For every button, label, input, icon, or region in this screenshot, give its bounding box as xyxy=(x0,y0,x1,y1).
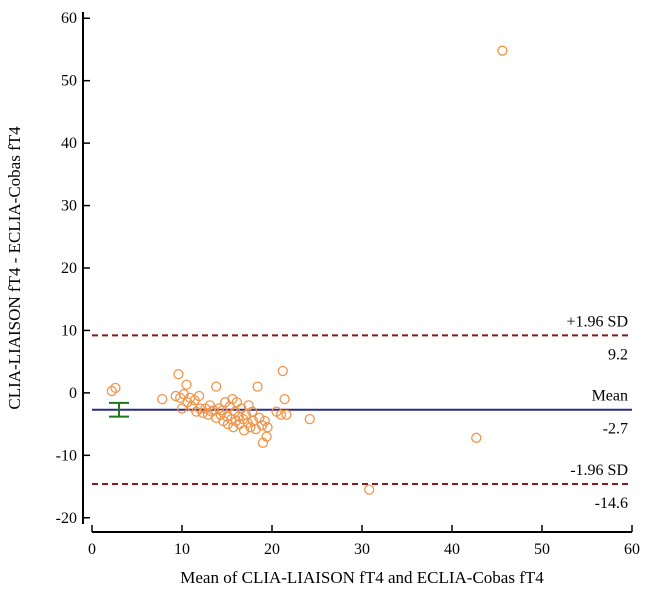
reference-lines: +1.96 SD 9.2 Mean -2.7 -1.96 SD -14.6 xyxy=(92,313,632,512)
data-point xyxy=(173,368,184,380)
data-point xyxy=(262,422,273,433)
data-point xyxy=(275,409,287,420)
y-axis: -20 -10 0 10 20 30 40 50 60 xyxy=(56,10,90,527)
data-point xyxy=(252,381,263,392)
x-tick-label: 10 xyxy=(174,541,190,558)
upper-loa-value: 9.2 xyxy=(608,346,628,363)
lower-loa-label: -1.96 SD xyxy=(570,462,628,479)
data-point xyxy=(304,413,315,425)
data-point xyxy=(228,422,239,433)
data-point xyxy=(497,45,508,56)
x-tick-label: 60 xyxy=(624,541,640,558)
mean-label: Mean xyxy=(592,388,628,405)
data-point xyxy=(245,422,256,433)
data-point xyxy=(471,432,482,443)
mean-confidence-interval xyxy=(109,401,129,418)
y-axis-title: CLIA-LIAISON fT4 - ECLIA-Cobas fT4 xyxy=(5,126,24,410)
x-tick-label: 40 xyxy=(444,541,460,558)
data-point xyxy=(277,365,288,377)
data-points xyxy=(106,45,508,495)
data-point xyxy=(193,390,205,402)
data-point xyxy=(281,409,292,420)
data-point xyxy=(191,406,202,417)
y-tick-label: 20 xyxy=(61,260,77,277)
y-tick-label: 0 xyxy=(69,385,77,402)
x-tick-label: 50 xyxy=(534,541,550,558)
data-point xyxy=(110,382,121,394)
x-tick-label: 20 xyxy=(264,541,280,558)
upper-loa-label: +1.96 SD xyxy=(567,313,628,330)
y-tick-label: 30 xyxy=(61,198,77,215)
data-point xyxy=(259,415,270,427)
data-point xyxy=(181,379,192,390)
mean-value: -2.7 xyxy=(603,421,628,438)
data-point xyxy=(254,412,265,424)
data-point xyxy=(279,393,290,405)
data-point xyxy=(211,381,222,392)
data-point xyxy=(157,393,168,405)
data-point xyxy=(176,403,188,414)
x-axis: 0 10 20 30 40 50 60 xyxy=(88,525,640,558)
y-tick-label: 60 xyxy=(61,10,77,27)
data-point xyxy=(364,484,375,495)
x-tick-label: 30 xyxy=(354,541,370,558)
data-point xyxy=(106,385,117,397)
y-tick-label: -20 xyxy=(56,510,77,527)
x-tick-label: 0 xyxy=(88,541,96,558)
y-tick-label: -10 xyxy=(56,447,77,464)
x-axis-title: Mean of CLIA-LIAISON fT4 and ECLIA-Cobas… xyxy=(180,568,544,587)
y-tick-label: 50 xyxy=(61,73,77,90)
y-tick-label: 10 xyxy=(61,322,77,339)
y-tick-label: 40 xyxy=(61,135,77,152)
lower-loa-value: -14.6 xyxy=(595,495,628,512)
